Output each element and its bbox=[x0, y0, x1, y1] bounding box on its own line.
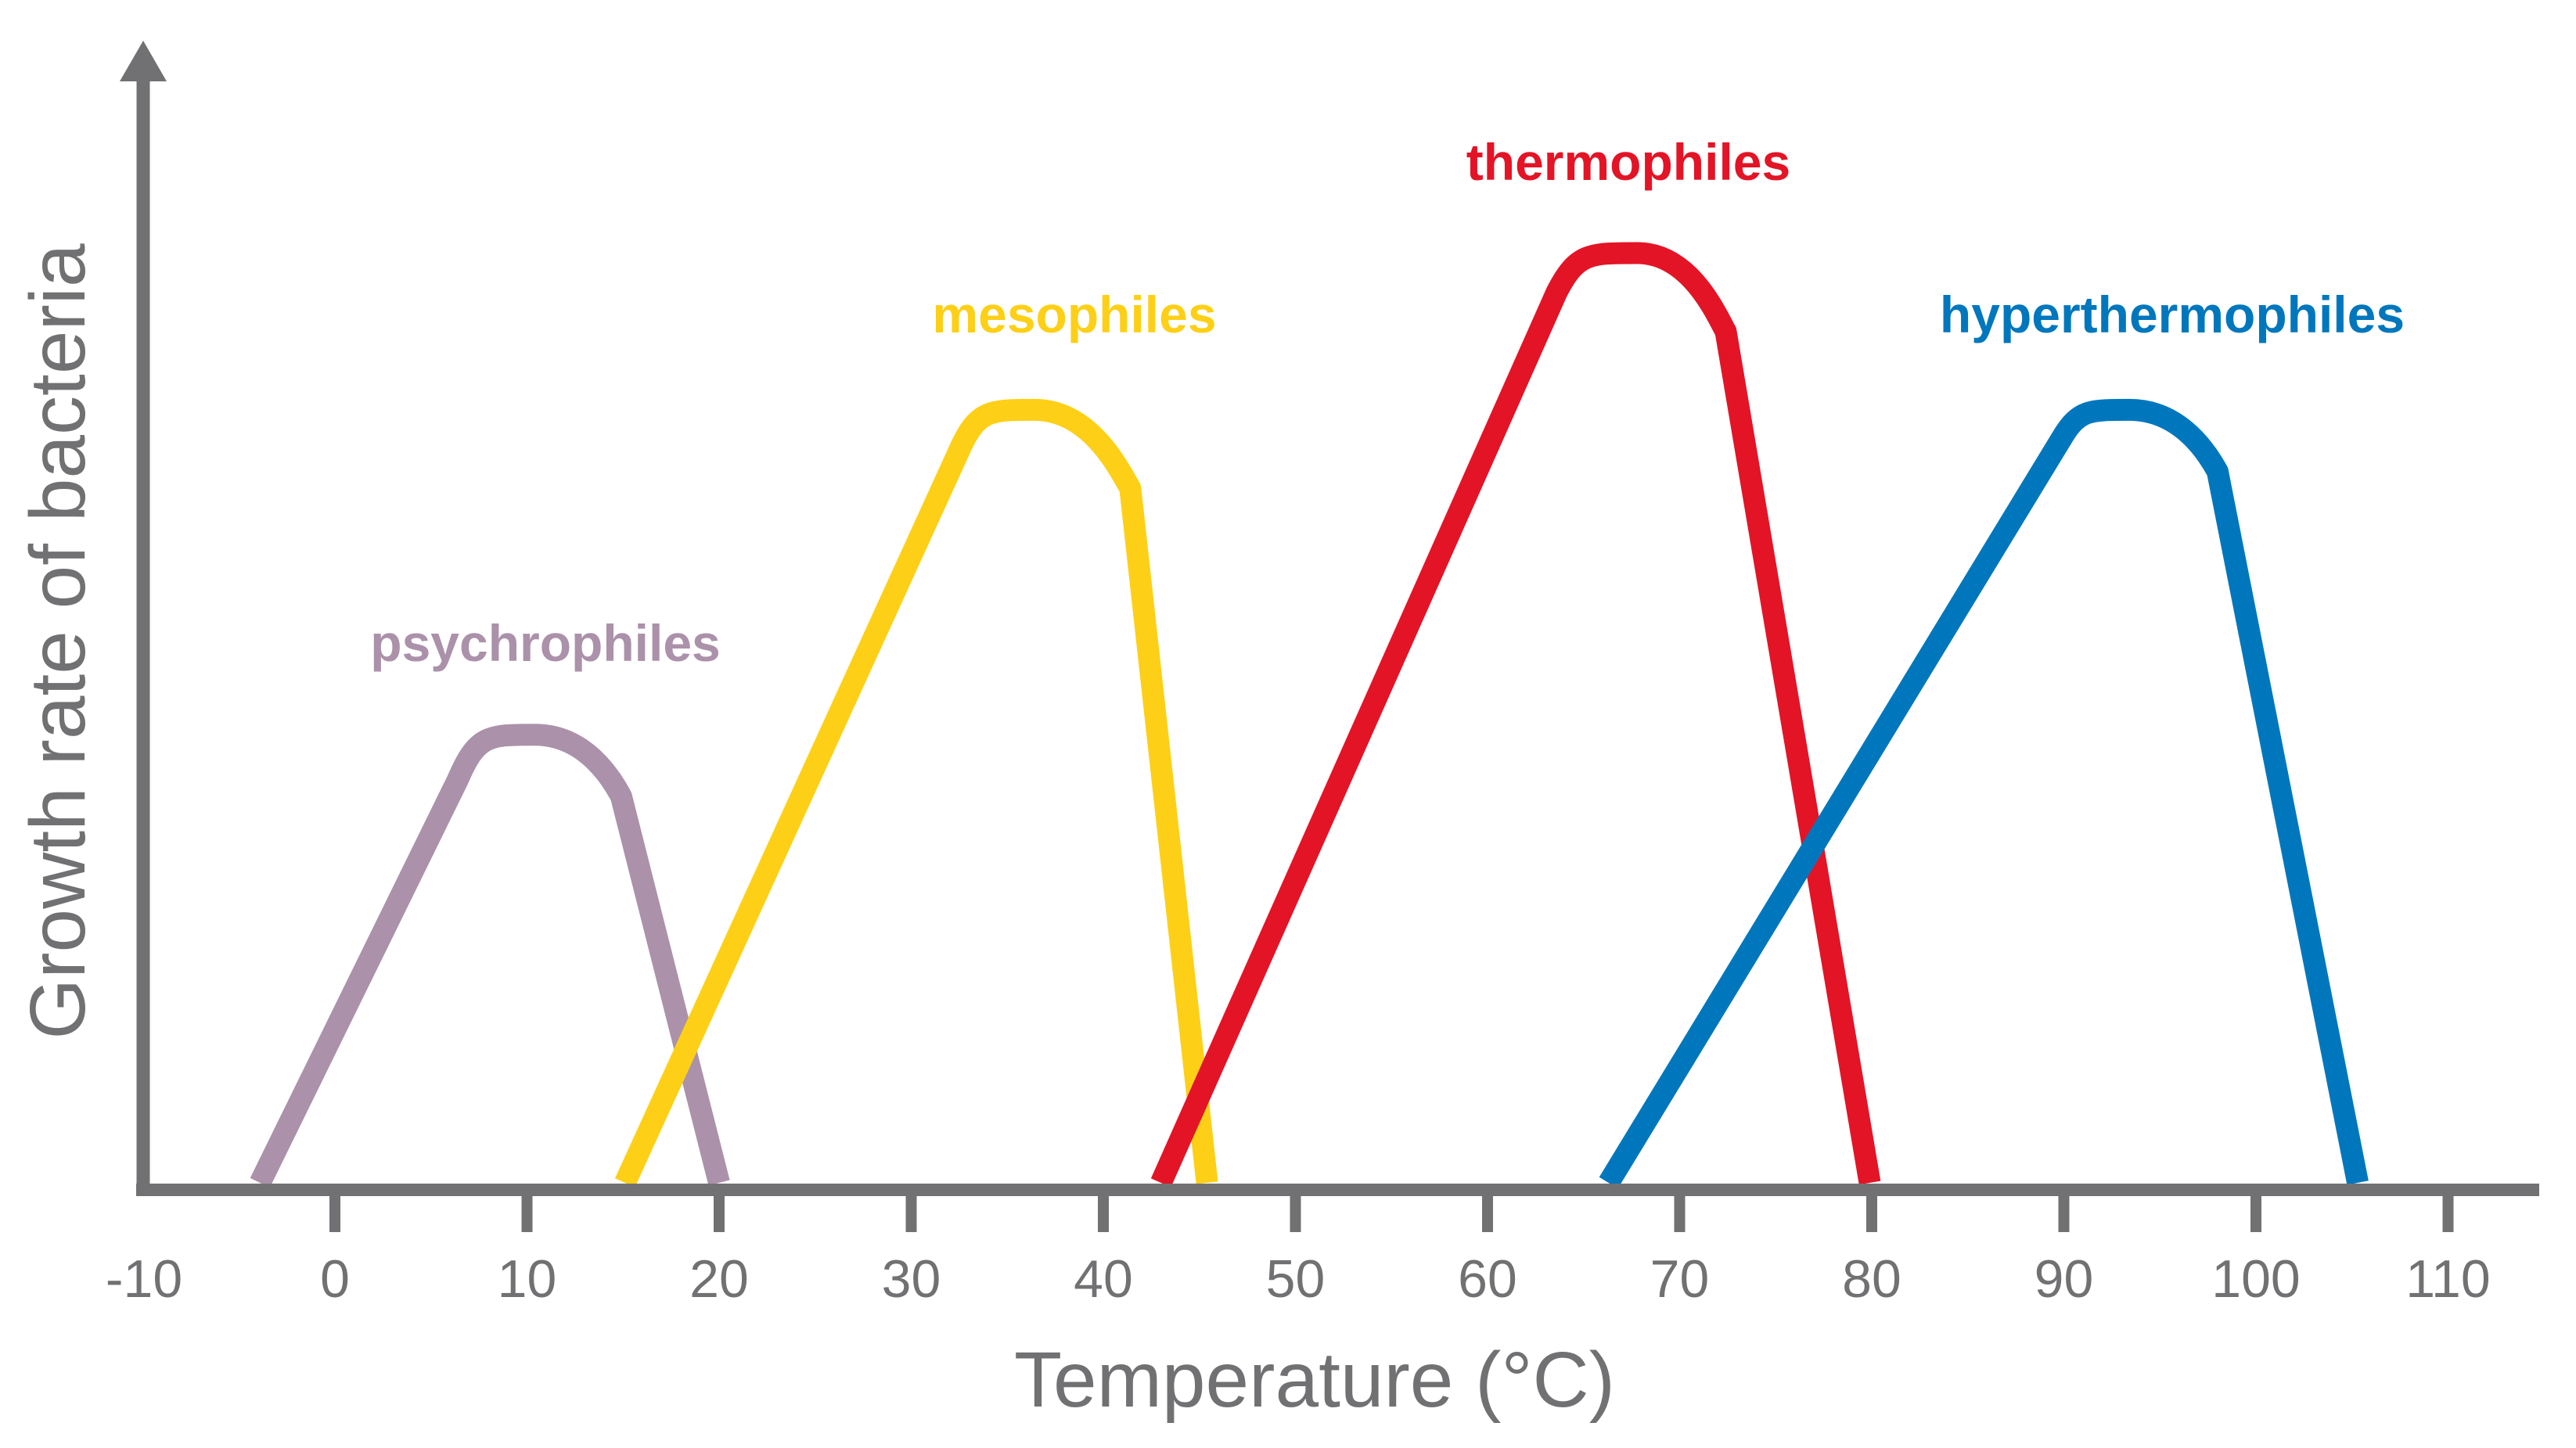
axes-layer bbox=[120, 41, 2539, 1196]
x-tick-label: 90 bbox=[2035, 1249, 2094, 1309]
curves-layer bbox=[250, 242, 2369, 1189]
series-line-thermophiles bbox=[1150, 242, 1881, 1188]
x-ticks: -10 0 10 20 30 40 50 60 70 80 90 100 110 bbox=[106, 1195, 2491, 1309]
y-axis-title: Growth rate of bacteria bbox=[14, 243, 102, 1040]
series-line-mesophiles bbox=[614, 398, 1218, 1188]
x-tick-label: 100 bbox=[2211, 1249, 2300, 1309]
series-labels: psychrophiles mesophiles thermophiles hy… bbox=[370, 133, 2405, 672]
x-tick-label: 70 bbox=[1650, 1249, 1710, 1309]
series-label-hyperthermophiles: hyperthermophiles bbox=[1940, 286, 2405, 343]
x-tick-label: 20 bbox=[689, 1249, 749, 1309]
series-label-mesophiles: mesophiles bbox=[932, 286, 1216, 343]
x-tick-label: 40 bbox=[1074, 1249, 1133, 1309]
series-label-thermophiles: thermophiles bbox=[1466, 133, 1790, 191]
x-tick-label: 30 bbox=[882, 1249, 941, 1309]
x-tick-label: 10 bbox=[498, 1249, 557, 1309]
y-axis-arrow-icon bbox=[120, 41, 167, 81]
x-tick-label: -10 bbox=[106, 1249, 182, 1309]
series-line-hyperthermophiles bbox=[1599, 398, 2369, 1189]
x-tick-label: 0 bbox=[320, 1249, 350, 1309]
x-tick-label: 110 bbox=[2405, 1249, 2490, 1309]
x-tick-label: 80 bbox=[1842, 1249, 1901, 1309]
series-line-psychrophiles bbox=[250, 724, 730, 1188]
series-label-psychrophiles: psychrophiles bbox=[370, 614, 720, 672]
x-axis-title: Temperature (°C) bbox=[1014, 1336, 1615, 1424]
x-tick-label: 50 bbox=[1266, 1249, 1326, 1309]
x-tick-label: 60 bbox=[1458, 1249, 1517, 1309]
